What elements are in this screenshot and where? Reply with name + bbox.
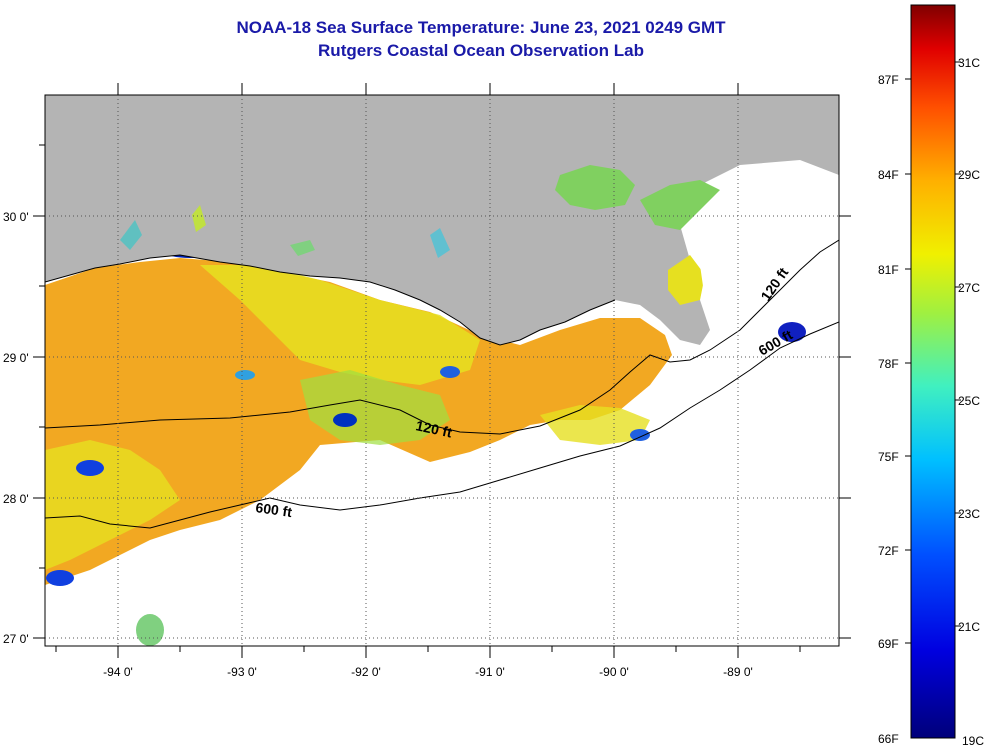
land — [45, 95, 839, 345]
inland-water — [430, 228, 450, 258]
lat-tick-label: 30 0' — [3, 210, 29, 224]
contour-label-120ft: 120 ft — [414, 417, 453, 440]
lon-tick-label: -93 0' — [227, 665, 257, 679]
colorbar-f-label: 84F — [878, 168, 899, 182]
cool-patch — [136, 614, 164, 646]
cool-patch — [46, 570, 74, 586]
map-title: NOAA-18 Sea Surface Temperature: June 23… — [236, 18, 726, 37]
colorbar-f-label: 78F — [878, 357, 899, 371]
colorbar-c-label: 31C — [958, 56, 980, 70]
colorbar-f-label: 81F — [878, 263, 899, 277]
inland-water — [555, 165, 635, 210]
inland-water — [668, 255, 705, 305]
lon-tick-label: -91 0' — [475, 665, 505, 679]
lat-tick-label: 29 0' — [3, 351, 29, 365]
inland-water — [120, 220, 142, 250]
colorbar-c-label: 23C — [958, 507, 980, 521]
cool-patch — [76, 460, 104, 476]
colorbar-f-label: 75F — [878, 450, 899, 464]
sst-yellow-region — [200, 265, 480, 385]
lon-tick-label: -89 0' — [723, 665, 753, 679]
lat-tick-label: 27 0' — [3, 632, 29, 646]
cool-patch — [333, 413, 357, 427]
colorbar-c-label: 25C — [958, 394, 980, 408]
contour-600ft — [45, 321, 839, 529]
colorbar-c-label: 21C — [958, 620, 980, 634]
inland-water — [640, 180, 720, 230]
colorbar-f-label: 69F — [878, 637, 899, 651]
map-subtitle: Rutgers Coastal Ocean Observation Lab — [318, 41, 644, 60]
colorbar-c-label: 29C — [958, 168, 980, 182]
cool-patch — [778, 322, 806, 342]
axis-ticks — [33, 83, 851, 658]
lat-tick-label: 28 0' — [3, 492, 29, 506]
colorbar-ticks — [905, 61, 961, 644]
lon-tick-label: -94 0' — [103, 665, 133, 679]
colorbar-f-label: 66F — [878, 732, 899, 746]
colorbar-c-label: 27C — [958, 281, 980, 295]
colorbar — [910, 4, 956, 739]
contour-label-600ft: 600 ft — [255, 499, 294, 520]
cool-patch — [440, 366, 460, 378]
lon-tick-label: -92 0' — [351, 665, 381, 679]
no-data-land — [700, 160, 839, 345]
cool-patch — [235, 370, 255, 380]
colorbar-f-label: 87F — [878, 73, 899, 87]
inland-water — [290, 240, 315, 256]
grid-lines — [45, 95, 839, 646]
coastline — [45, 254, 616, 346]
lon-tick-label: -90 0' — [599, 665, 629, 679]
colorbar-f-label: 72F — [878, 544, 899, 558]
colorbar-c-label: 19C — [962, 734, 984, 748]
inland-water — [192, 205, 206, 232]
contour-120ft — [45, 239, 839, 435]
plot-frame — [44, 94, 840, 647]
cool-patch — [630, 429, 650, 441]
sst-green-region — [300, 370, 450, 445]
